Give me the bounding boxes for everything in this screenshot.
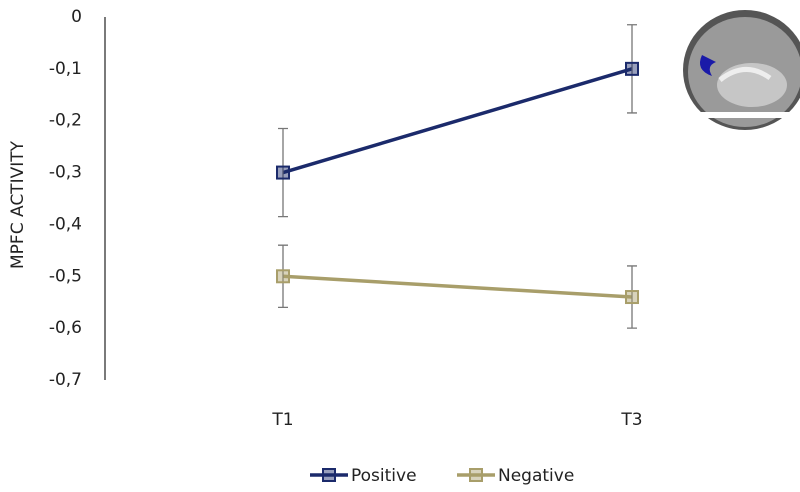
y-tick-label: -0,6 (49, 318, 82, 338)
y-tick-label: -0,5 (49, 266, 82, 286)
brain-image (678, 2, 800, 130)
marker (277, 270, 289, 282)
y-axis-title: MPFC ACTIVITY (8, 140, 28, 269)
series-line (283, 276, 632, 297)
y-tick-label: -0,7 (49, 370, 82, 390)
marker (626, 291, 638, 303)
y-tick-label: -0,2 (49, 111, 82, 131)
legend-label: Positive (351, 466, 417, 486)
x-tick-label: T3 (620, 410, 642, 430)
y-tick-label: -0,1 (49, 59, 82, 79)
series-line (283, 69, 632, 173)
marker (277, 167, 289, 179)
marker (626, 63, 638, 75)
chart: MPFC ACTIVITY -0,7 -0,6 -0,5 -0,4 -0,3 -0,2 -0… (0, 0, 800, 492)
y-tick-label: -0,4 (49, 214, 82, 234)
y-tick-label: -0,3 (49, 163, 82, 183)
legend-marker (470, 469, 482, 481)
y-tick-label: 0 (71, 7, 82, 27)
legend-label: Negative (498, 466, 574, 486)
x-tick-label: T1 (271, 410, 293, 430)
legend-marker (323, 469, 335, 481)
